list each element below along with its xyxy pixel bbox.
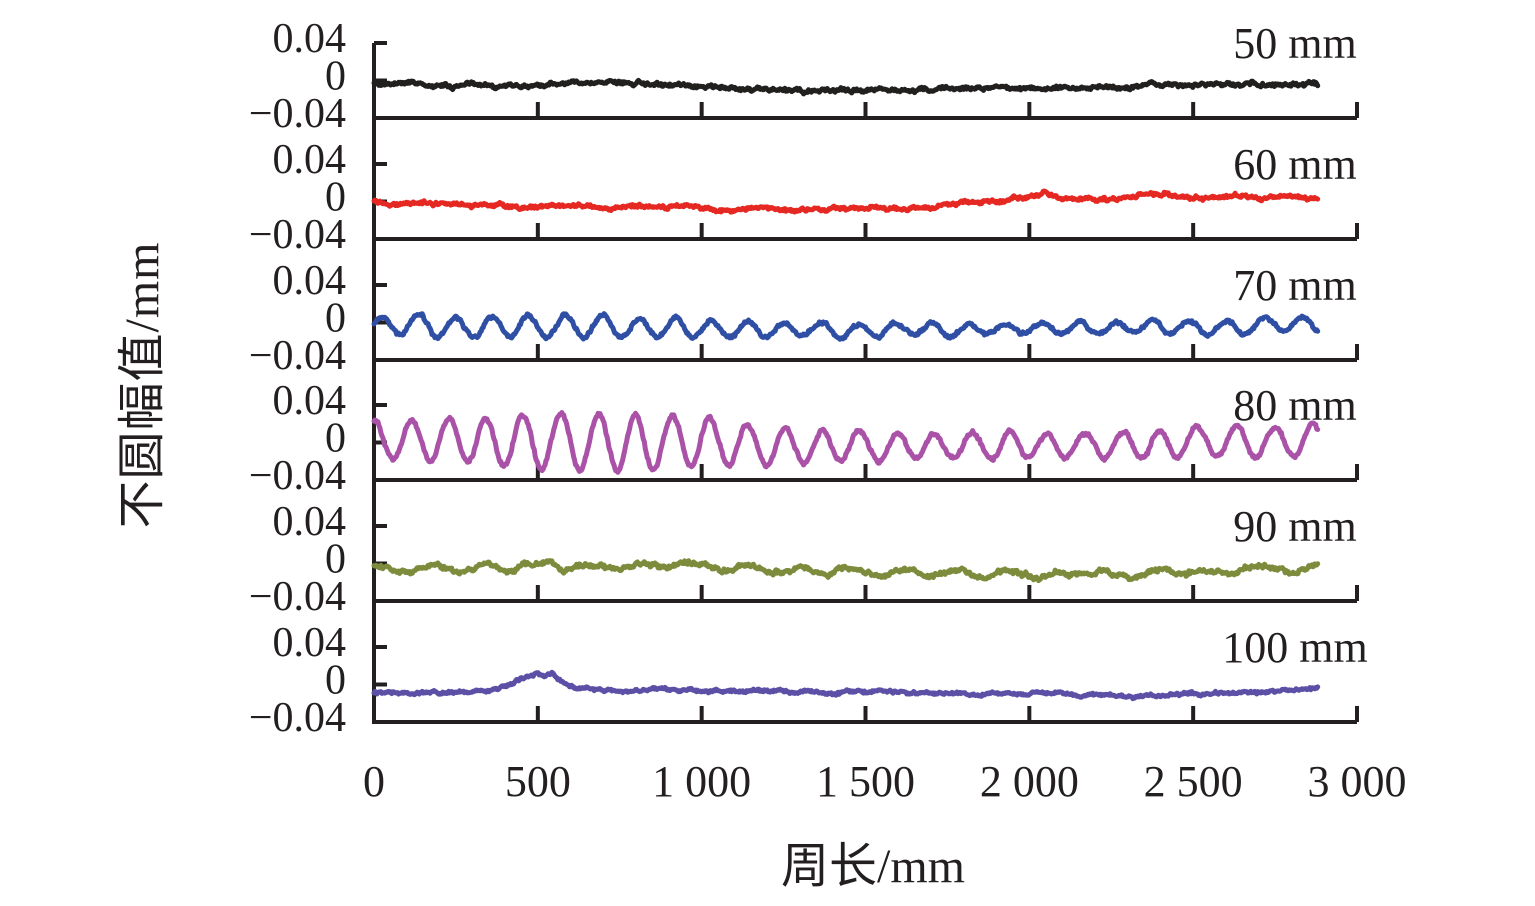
panel-label-100-mm: 100 mm: [1222, 623, 1367, 672]
y-tick-label: 0: [325, 296, 346, 342]
panel-label-80-mm: 80 mm: [1233, 381, 1356, 430]
panel-label-70-mm: 70 mm: [1233, 261, 1356, 310]
x-tick-label: 3 000: [1308, 757, 1407, 806]
x-tick-label: 1 000: [652, 757, 751, 806]
panel-label-60-mm: 60 mm: [1233, 140, 1356, 189]
y-tick-label: −0.04: [249, 574, 346, 620]
series-trace-60-mm: [371, 188, 1321, 215]
y-tick-label: −0.04: [249, 695, 346, 741]
x-axis-label: 周长/mm: [780, 840, 966, 893]
y-tick-label: 0: [325, 175, 346, 221]
x-tick-label: 2 000: [980, 757, 1079, 806]
y-tick-label: 0: [325, 658, 346, 704]
x-tick-label: 500: [505, 757, 571, 806]
panel-label-90-mm: 90 mm: [1233, 502, 1356, 551]
y-axis-label: 不圆幅值/mm: [116, 241, 169, 529]
y-tick-label: 0.04: [273, 620, 347, 666]
y-tick-label: 0.04: [273, 378, 347, 424]
y-tick-label: 0.04: [273, 258, 347, 304]
y-tick-label: −0.04: [249, 453, 346, 499]
x-tick-label: 0: [363, 757, 385, 806]
y-tick-label: 0.04: [273, 499, 347, 545]
y-tick-label: −0.04: [249, 212, 346, 258]
series-trace-50-mm: [371, 77, 1321, 97]
series-trace-90-mm: [371, 558, 1321, 584]
y-tick-label: 0: [325, 54, 346, 100]
y-tick-label: −0.04: [249, 91, 346, 137]
y-tick-label: 0: [325, 537, 346, 583]
panel-label-50-mm: 50 mm: [1233, 19, 1356, 68]
x-tick-label: 1 500: [816, 757, 915, 806]
y-tick-label: 0.04: [273, 16, 347, 62]
y-tick-label: −0.04: [249, 333, 346, 379]
y-tick-label: 0.04: [273, 137, 347, 183]
y-tick-label: 0: [325, 416, 346, 462]
x-tick-label: 2 500: [1144, 757, 1243, 806]
series-trace-80-mm: [371, 410, 1321, 475]
series-trace-100-mm: [371, 669, 1321, 702]
series-trace-70-mm: [371, 311, 1321, 342]
